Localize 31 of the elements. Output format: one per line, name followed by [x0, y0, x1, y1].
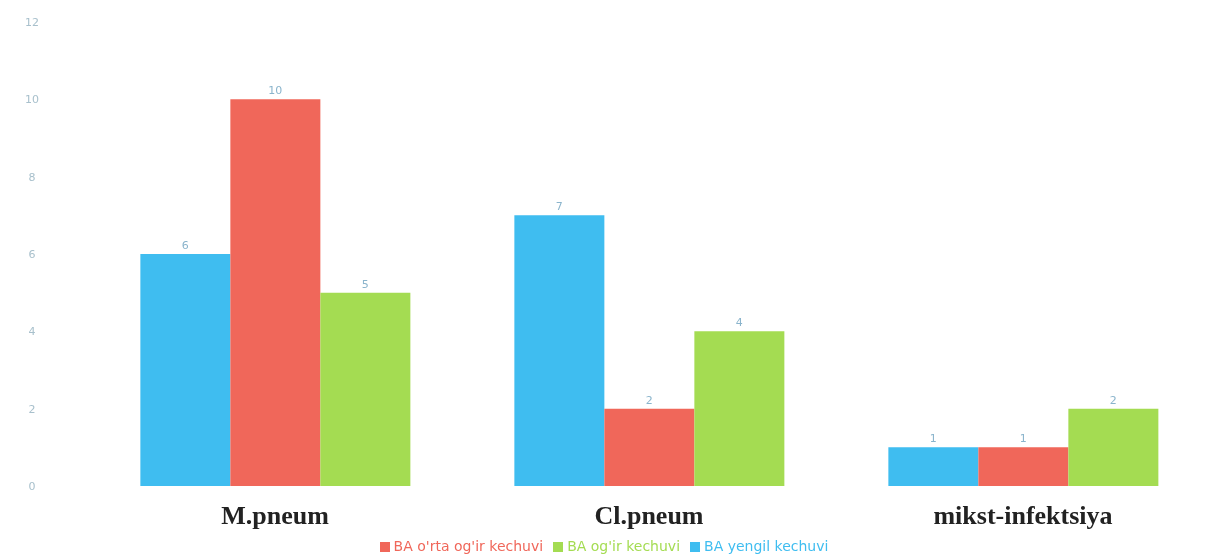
data-label: 5	[361, 277, 369, 291]
legend-label: BA o'rta og'ir kechuvi	[393, 538, 544, 554]
data-label: 6	[181, 239, 189, 252]
bar	[604, 408, 695, 486]
bar	[1068, 408, 1159, 486]
data-label: 2	[645, 393, 653, 407]
bar	[694, 331, 785, 486]
bar	[140, 254, 231, 486]
bar	[514, 215, 605, 486]
y-tick-label: 12	[25, 15, 39, 29]
data-label: 1	[929, 432, 937, 446]
bar	[978, 447, 1069, 486]
data-label: 10	[268, 84, 283, 98]
x-tick-label: M.pneum	[221, 501, 330, 531]
legend-label: BA og'ir kechuvi	[567, 538, 681, 554]
x-tick-label: mikst-infektsiya	[933, 501, 1113, 531]
bar	[320, 292, 411, 486]
y-tick-label: 6	[28, 247, 36, 261]
x-tick-label: Cl.pneum	[594, 501, 704, 531]
data-label: 7	[555, 200, 563, 214]
data-label: 4	[735, 316, 743, 330]
legend-label: BA yengil kechuvi	[704, 538, 829, 554]
bar	[888, 447, 979, 486]
y-tick-label: 4	[28, 325, 36, 339]
y-tick-label: 10	[25, 93, 39, 107]
y-tick-label: 2	[28, 402, 36, 416]
y-tick-label: 0	[28, 479, 36, 493]
data-label: 1	[1019, 432, 1027, 446]
bar	[230, 99, 321, 486]
y-tick-label: 8	[28, 170, 36, 184]
data-label: 2	[1109, 393, 1117, 407]
